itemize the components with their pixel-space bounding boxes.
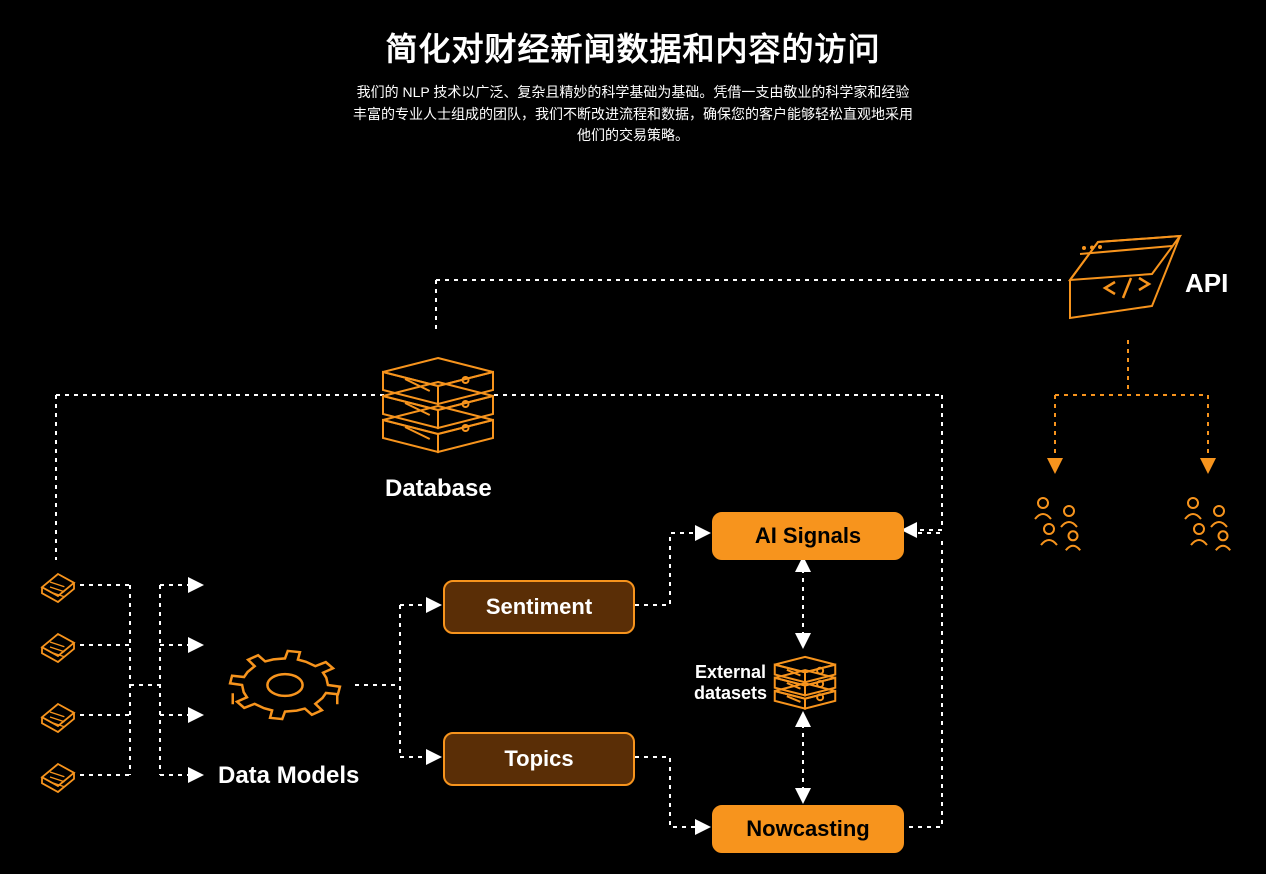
database-label: Database bbox=[385, 475, 492, 503]
users-icon bbox=[1185, 498, 1230, 550]
database-icon bbox=[383, 358, 493, 452]
users-icon bbox=[1035, 498, 1080, 550]
gear-icon bbox=[230, 651, 340, 719]
topics-box: Topics bbox=[443, 732, 635, 786]
news-icon bbox=[42, 704, 74, 732]
api-window-icon bbox=[1070, 236, 1180, 318]
icon-layer bbox=[42, 236, 1230, 792]
page-description: 我们的 NLP 技术以广泛、复杂且精妙的科学基础为基础。凭借一支由敬业的科学家和… bbox=[353, 82, 913, 147]
database-icon bbox=[775, 657, 836, 709]
page-title: 简化对财经新闻数据和内容的访问 bbox=[0, 24, 1266, 70]
external-datasets-label: External datasets bbox=[694, 662, 767, 704]
news-icon bbox=[42, 574, 74, 602]
ai-signals-box: AI Signals bbox=[712, 512, 904, 560]
api-label: API bbox=[1185, 268, 1228, 299]
news-icon bbox=[42, 634, 74, 662]
nowcasting-box: Nowcasting bbox=[712, 805, 904, 853]
sentiment-box: Sentiment bbox=[443, 580, 635, 634]
data-models-label: Data Models bbox=[218, 762, 359, 790]
news-icon bbox=[42, 764, 74, 792]
